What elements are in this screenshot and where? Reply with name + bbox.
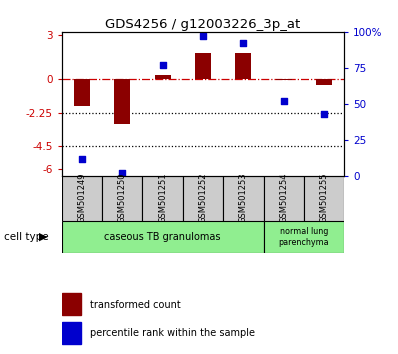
Bar [142,176,183,221]
Bar [276,79,292,80]
Bar [223,176,263,221]
Bar [183,176,223,221]
Bar [195,53,211,79]
Bar [316,79,332,85]
Point [160,62,166,68]
Point [200,33,206,39]
Bar [102,176,142,221]
Text: GSM501253: GSM501253 [239,172,248,223]
Point [321,111,327,117]
Point [119,170,125,176]
Text: GSM501252: GSM501252 [199,172,207,223]
Text: percentile rank within the sample: percentile rank within the sample [90,328,255,338]
Text: caseous TB granulomas: caseous TB granulomas [104,232,221,242]
Point [281,98,287,104]
Text: GSM501250: GSM501250 [118,172,127,223]
Bar [263,176,304,221]
Bar [263,221,344,253]
Bar [62,221,263,253]
Bar [62,293,82,315]
Text: GSM501249: GSM501249 [77,172,86,223]
Text: cell type: cell type [4,232,49,242]
Text: normal lung
parenchyma: normal lung parenchyma [279,227,329,246]
Bar [154,75,171,79]
Bar [62,176,102,221]
Bar [304,176,344,221]
Point [240,41,246,46]
Text: GSM501254: GSM501254 [279,172,288,223]
Bar [74,79,90,106]
Bar [235,53,252,79]
Bar [62,322,82,344]
Text: transformed count: transformed count [90,299,181,310]
Bar [114,79,130,124]
Text: GSM501251: GSM501251 [158,172,167,223]
Point [79,156,85,161]
Text: GSM501255: GSM501255 [320,172,329,223]
Title: GDS4256 / g12003226_3p_at: GDS4256 / g12003226_3p_at [105,18,300,31]
Text: ▶: ▶ [39,232,47,242]
